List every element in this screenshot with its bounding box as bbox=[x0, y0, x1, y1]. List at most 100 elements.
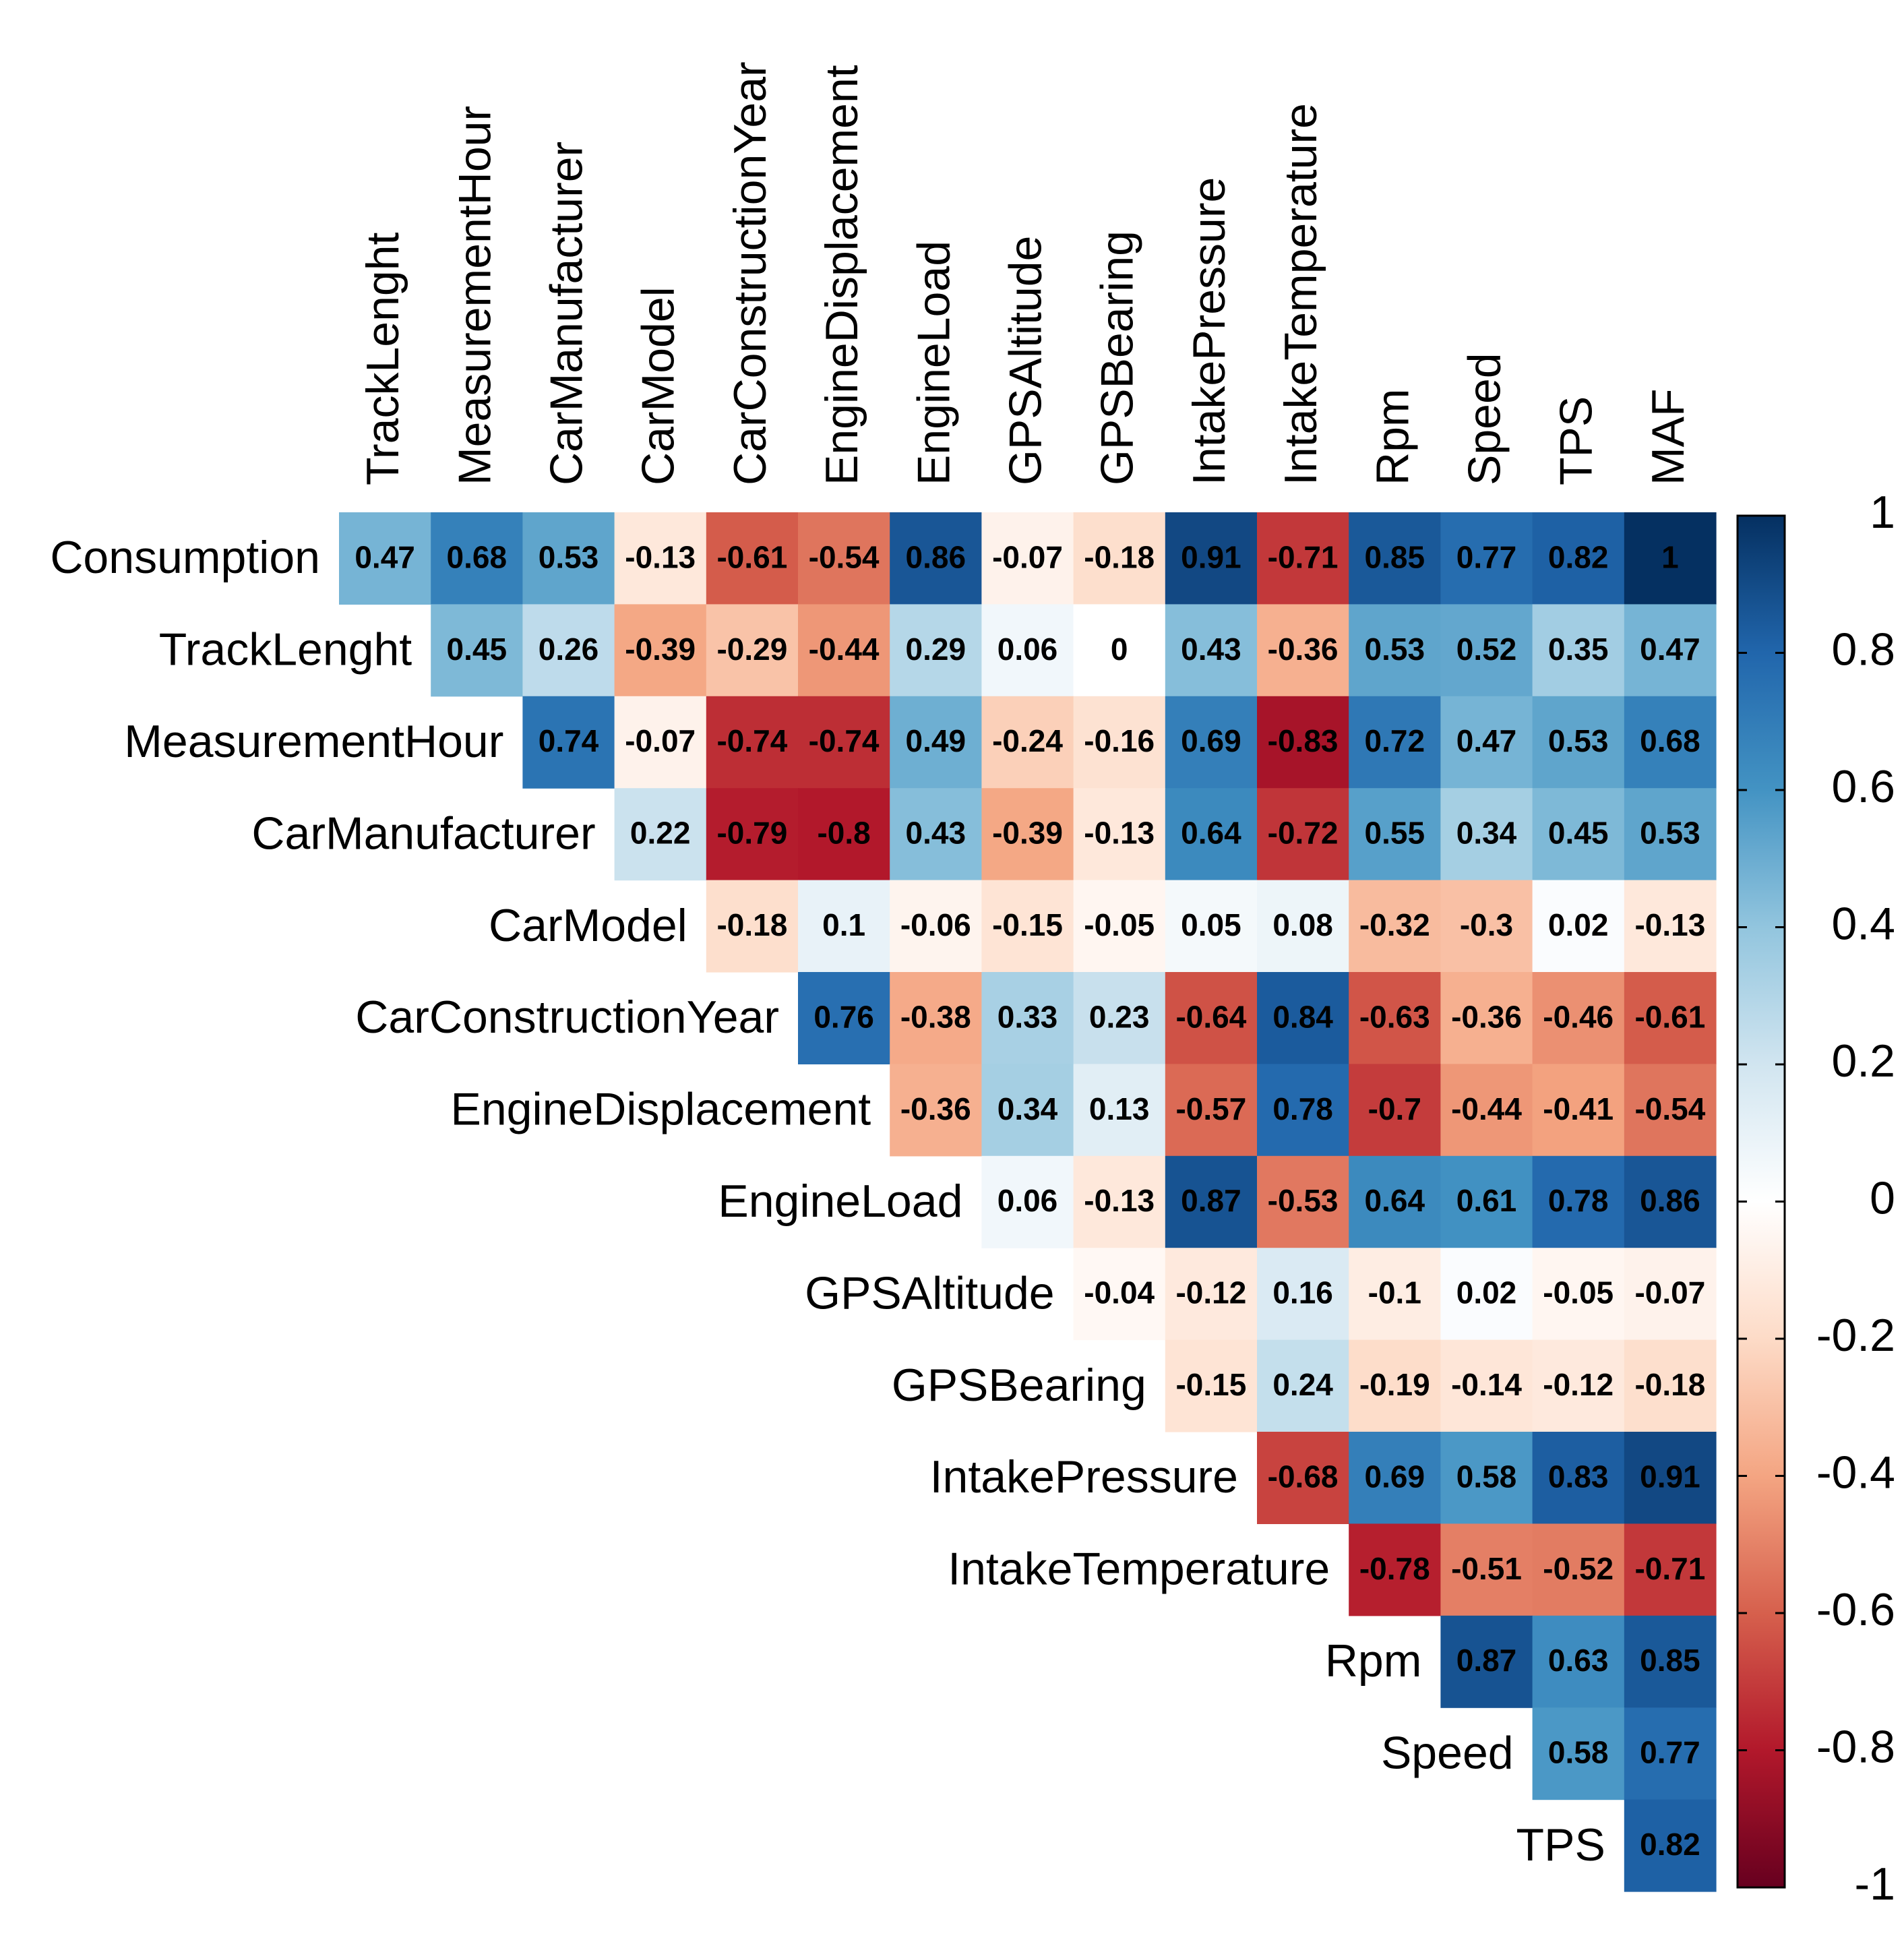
value-carmodel-enginedisplacement: 0.1 bbox=[822, 907, 865, 942]
value-carmodel-intakepressure: 0.05 bbox=[1181, 907, 1241, 942]
cell-measurementhour-maf bbox=[1624, 696, 1717, 789]
cell-gpsaltitude-tps bbox=[1532, 1248, 1625, 1341]
value-intakepressure-maf: 0.91 bbox=[1640, 1459, 1700, 1494]
cell-consumption-intaketemperature bbox=[1257, 512, 1349, 605]
cell-measurementhour-carconstructionyear bbox=[706, 696, 799, 789]
value-gpsaltitude-intakepressure: -0.12 bbox=[1175, 1275, 1246, 1310]
cell-carmodel-intakepressure bbox=[1165, 880, 1258, 973]
value-engineload-gpsbearing: -0.13 bbox=[1084, 1183, 1155, 1218]
value-tracklenght-tps: 0.35 bbox=[1548, 632, 1609, 667]
cell-carmodel-tps bbox=[1532, 880, 1625, 973]
row-label-consumption: Consumption bbox=[50, 532, 320, 583]
value-tracklenght-carconstructionyear: -0.29 bbox=[716, 632, 787, 667]
cell-consumption-gpsaltitude bbox=[981, 512, 1074, 605]
value-consumption-tps: 0.82 bbox=[1548, 539, 1609, 574]
cell-tracklenght-measurementhour bbox=[431, 604, 523, 697]
value-carmodel-tps: 0.02 bbox=[1548, 907, 1609, 942]
cell-intaketemperature-tps bbox=[1532, 1523, 1625, 1616]
cell-consumption-tps bbox=[1532, 512, 1625, 605]
value-intaketemperature-speed: -0.51 bbox=[1451, 1551, 1522, 1586]
value-enginedisplacement-speed: -0.44 bbox=[1451, 1091, 1522, 1126]
value-consumption-measurementhour: 0.68 bbox=[447, 539, 508, 574]
value-enginedisplacement-maf: -0.54 bbox=[1634, 1091, 1705, 1126]
cell-carmanufacturer-tps bbox=[1532, 788, 1625, 881]
cell-gpsaltitude-gpsbearing bbox=[1073, 1248, 1166, 1341]
value-measurementhour-carconstructionyear: -0.74 bbox=[716, 723, 787, 758]
colorbar: 1 0.8 0.6 0.4 0.2 0 -0.2 -0.4 -0.6 -0.8 -1 bbox=[1736, 487, 1895, 1910]
cell-speed-maf bbox=[1624, 1707, 1717, 1800]
row-label-intaketemperature: IntakeTemperature bbox=[948, 1544, 1330, 1595]
row-label-gpsaltitude: GPSAltitude bbox=[805, 1267, 1054, 1318]
value-gpsaltitude-speed: 0.02 bbox=[1456, 1275, 1517, 1310]
cell-carmodel-intaketemperature bbox=[1257, 880, 1349, 973]
cell-carconstructionyear-speed bbox=[1440, 972, 1533, 1064]
column-label-tracklenght: TrackLenght bbox=[357, 232, 408, 485]
value-enginedisplacement-engineload: -0.36 bbox=[900, 1091, 971, 1126]
cell-intaketemperature-rpm bbox=[1349, 1523, 1441, 1616]
colorbar-ticks: 1 0.8 0.6 0.4 0.2 0 -0.2 -0.4 -0.6 -0.8 -1 bbox=[1738, 487, 1895, 1910]
cell-engineload-intakepressure bbox=[1165, 1155, 1258, 1248]
cell-consumption-carmanufacturer bbox=[522, 512, 615, 605]
cell-gpsaltitude-rpm bbox=[1349, 1248, 1441, 1341]
column-label-gpsaltitude: GPSAltitude bbox=[1000, 236, 1051, 485]
value-carconstructionyear-gpsbearing: 0.23 bbox=[1089, 999, 1150, 1034]
colorbar-tick-label: -0.6 bbox=[1816, 1584, 1895, 1635]
value-carmodel-intaketemperature: 0.08 bbox=[1272, 907, 1333, 942]
cell-enginedisplacement-intakepressure bbox=[1165, 1064, 1258, 1157]
value-carmodel-rpm: -0.32 bbox=[1359, 907, 1430, 942]
value-engineload-rpm: 0.64 bbox=[1365, 1183, 1425, 1218]
value-measurementhour-carmanufacturer: 0.74 bbox=[539, 723, 599, 758]
value-carmanufacturer-engineload: 0.43 bbox=[906, 816, 966, 851]
cell-tracklenght-carmanufacturer bbox=[522, 604, 615, 697]
value-tracklenght-engineload: 0.29 bbox=[906, 632, 966, 667]
cell-measurementhour-gpsaltitude bbox=[981, 696, 1074, 789]
cell-enginedisplacement-gpsbearing bbox=[1073, 1064, 1166, 1157]
value-enginedisplacement-intaketemperature: 0.78 bbox=[1272, 1091, 1333, 1126]
column-label-tps: TPS bbox=[1551, 396, 1602, 485]
row-label-carmodel: CarModel bbox=[489, 900, 687, 951]
value-consumption-carmanufacturer: 0.53 bbox=[539, 539, 599, 574]
value-carconstructionyear-maf: -0.61 bbox=[1634, 999, 1705, 1034]
value-carmanufacturer-enginedisplacement: -0.8 bbox=[817, 816, 870, 851]
value-tracklenght-speed: 0.52 bbox=[1456, 632, 1517, 667]
cell-gpsbearing-maf bbox=[1624, 1339, 1717, 1432]
colorbar-tick-label: 0.2 bbox=[1831, 1035, 1895, 1087]
cell-carmanufacturer-gpsaltitude bbox=[981, 788, 1074, 881]
colorbar-tick-label: -1 bbox=[1855, 1858, 1895, 1910]
value-carconstructionyear-enginedisplacement: 0.76 bbox=[813, 999, 874, 1034]
cell-carmanufacturer-gpsbearing bbox=[1073, 788, 1166, 881]
value-consumption-intaketemperature: -0.71 bbox=[1268, 539, 1339, 574]
cell-measurementhour-engineload bbox=[890, 696, 982, 789]
cell-carmodel-speed bbox=[1440, 880, 1533, 973]
cell-carmanufacturer-engineload bbox=[890, 788, 982, 881]
cell-carmodel-gpsaltitude bbox=[981, 880, 1074, 973]
value-carmodel-speed: -0.3 bbox=[1460, 907, 1513, 942]
value-gpsaltitude-intaketemperature: 0.16 bbox=[1272, 1275, 1333, 1310]
cell-carconstructionyear-intakepressure bbox=[1165, 972, 1258, 1064]
cell-carmanufacturer-rpm bbox=[1349, 788, 1441, 881]
value-intakepressure-tps: 0.83 bbox=[1548, 1459, 1609, 1494]
column-label-rpm: Rpm bbox=[1367, 388, 1418, 485]
value-measurementhour-gpsbearing: -0.16 bbox=[1084, 723, 1155, 758]
cell-tracklenght-enginedisplacement bbox=[798, 604, 890, 697]
value-carmanufacturer-speed: 0.34 bbox=[1456, 816, 1517, 851]
cell-carmanufacturer-intaketemperature bbox=[1257, 788, 1349, 881]
value-gpsbearing-maf: -0.18 bbox=[1634, 1367, 1705, 1402]
value-measurementhour-enginedisplacement: -0.74 bbox=[809, 723, 880, 758]
row-label-intakepressure: IntakePressure bbox=[930, 1451, 1238, 1503]
row-label-measurementhour: MeasurementHour bbox=[124, 716, 503, 767]
row-label-enginedisplacement: EngineDisplacement bbox=[451, 1084, 871, 1135]
value-enginedisplacement-intakepressure: -0.57 bbox=[1175, 1091, 1246, 1126]
cell-carconstructionyear-gpsaltitude bbox=[981, 972, 1074, 1064]
column-label-carmodel: CarModel bbox=[633, 286, 684, 485]
cell-consumption-engineload bbox=[890, 512, 982, 605]
colorbar-tick-label: -0.8 bbox=[1816, 1721, 1895, 1772]
column-label-enginedisplacement: EngineDisplacement bbox=[816, 65, 867, 485]
value-tracklenght-gpsaltitude: 0.06 bbox=[997, 632, 1058, 667]
colorbar-tick-label: 0.4 bbox=[1831, 898, 1895, 949]
cell-carconstructionyear-enginedisplacement bbox=[798, 972, 890, 1064]
cell-carmanufacturer-carmodel bbox=[614, 788, 707, 881]
cell-enginedisplacement-maf bbox=[1624, 1064, 1717, 1157]
value-measurementhour-maf: 0.68 bbox=[1640, 723, 1700, 758]
cell-tracklenght-gpsaltitude bbox=[981, 604, 1074, 697]
